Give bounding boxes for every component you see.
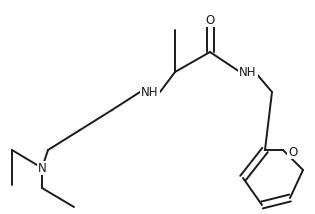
Text: O: O <box>205 13 215 27</box>
Text: NH: NH <box>141 86 159 98</box>
Text: NH: NH <box>239 65 257 79</box>
Text: O: O <box>288 146 298 159</box>
Text: N: N <box>37 162 46 174</box>
